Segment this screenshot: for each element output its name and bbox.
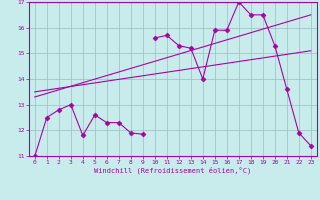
X-axis label: Windchill (Refroidissement éolien,°C): Windchill (Refroidissement éolien,°C)	[94, 167, 252, 174]
